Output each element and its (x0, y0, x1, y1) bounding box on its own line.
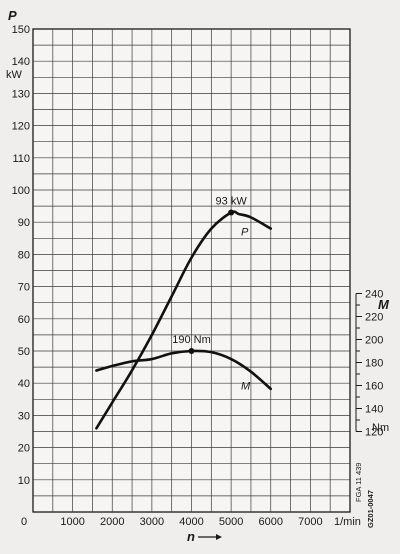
series-line-P (95, 210, 273, 430)
y-left-tick-label: 70 (18, 282, 30, 294)
y-left-tick-label: 40 (18, 378, 30, 390)
y-left-tick-label: 20 (18, 443, 30, 455)
x-axis-unit: 1/min (334, 516, 361, 528)
series-layer: PM (95, 210, 273, 430)
annotation-label: 93 kW (216, 196, 248, 208)
series-line-M (95, 349, 273, 391)
chart-grid (32, 28, 351, 513)
y-left-tick-label: 130 (12, 88, 30, 100)
y-right-axis-label: M (378, 297, 390, 312)
annotation-label: 190 Nm (172, 334, 211, 346)
y-right-tick-label: 160 (365, 381, 383, 393)
figure-code: GZ01-0047 (366, 490, 375, 528)
y-left-tick-label: 80 (18, 249, 30, 261)
x-tick-label: 4000 (179, 516, 203, 528)
x-tick-label: 1000 (60, 516, 84, 528)
y-left-tick-label: 60 (18, 314, 30, 326)
y-right-tick-label: 180 (365, 358, 383, 370)
series-label-M: M (241, 381, 251, 393)
x-tick-label: 5000 (219, 516, 243, 528)
y-right-tick-label: 220 (365, 312, 383, 324)
annotation-point (228, 209, 235, 216)
y-left-tick-label: 140 (12, 56, 30, 68)
y-right-tick-label: 200 (365, 335, 383, 347)
y-left-tick-label: 150 (12, 24, 30, 36)
y-right-tick-label: 140 (365, 404, 383, 416)
x-tick-label: 6000 (259, 516, 283, 528)
y-left-tick-label: 110 (12, 153, 30, 165)
annotation-point (188, 348, 195, 354)
x-tick-label: 2000 (100, 516, 124, 528)
figure-code-small: FGA 11 439 (354, 463, 363, 502)
x-tick-label: 3000 (140, 516, 164, 528)
y-left-tick-label: 120 (12, 121, 30, 133)
x-axis-arrow-icon (198, 534, 222, 540)
y-left-tick-label: 50 (18, 346, 30, 358)
series-label-P: P (241, 226, 249, 238)
annotations: 93 kW 190 Nm (172, 196, 247, 354)
tick-labels: 10 20 30 40 50 60 70 80 90 100 110 120 130 140 150 0 100… (12, 24, 384, 528)
y-right-tick-label: 240 (365, 289, 383, 301)
y-left-tick-label: 10 (18, 475, 30, 487)
y-left-tick-label: 90 (18, 217, 30, 229)
y-right-tick-label: 120 (365, 427, 383, 439)
y-right-axis-unit: Nm (372, 422, 389, 434)
y-left-axis-unit: kW (6, 69, 23, 81)
x-tick-label: 7000 (298, 516, 322, 528)
x-tick-label: 0 (21, 516, 27, 528)
y-left-tick-label: 30 (18, 410, 30, 422)
x-axis-label: n (187, 529, 195, 544)
y-left-tick-label: 100 (12, 185, 30, 197)
y-left-axis-label: P (8, 8, 17, 23)
